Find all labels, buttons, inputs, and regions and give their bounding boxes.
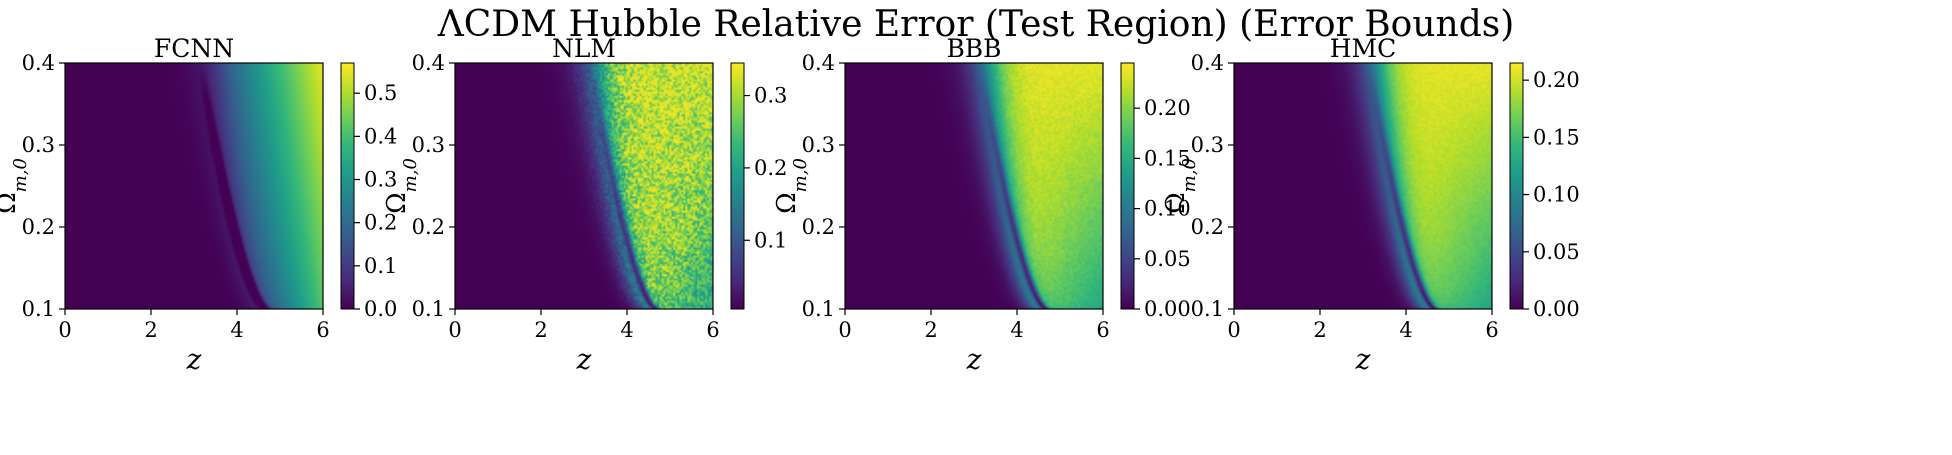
colorbar-tick-label: 0.05: [1533, 240, 1580, 264]
x-tick-label: 2: [534, 318, 547, 342]
x-tick-label: 4: [1399, 318, 1412, 342]
y-tick-label: 0.3: [22, 133, 55, 157]
heatmap-image: [1234, 63, 1492, 309]
colorbar-tick-label: 0.3: [754, 84, 787, 108]
x-axis-label: z: [576, 343, 592, 376]
x-tick-label: 4: [620, 318, 633, 342]
y-tick-label: 0.3: [1191, 133, 1224, 157]
y-tick-label: 0.4: [1191, 51, 1224, 75]
x-axis-label: z: [966, 343, 982, 376]
panel-title: HMC: [1330, 34, 1397, 63]
colorbar: [730, 62, 745, 310]
colorbar-tick-label: 0.05: [1144, 247, 1191, 271]
x-tick-label: 0: [1227, 318, 1240, 342]
y-tick-label: 0.3: [412, 133, 445, 157]
x-tick-label: 2: [1313, 318, 1326, 342]
y-tick-label: 0.3: [802, 133, 835, 157]
panel-title: BBB: [946, 34, 1001, 63]
heatmap-image: [455, 63, 713, 309]
colorbar-tick-label: 0.4: [364, 124, 397, 148]
x-tick-label: 4: [1010, 318, 1023, 342]
y-tick-label: 0.1: [802, 297, 835, 321]
colorbar-tick-label: 0.10: [1144, 197, 1191, 221]
x-tick-label: 2: [924, 318, 937, 342]
heatmap-image: [65, 63, 323, 309]
y-tick-label: 0.2: [1191, 215, 1224, 239]
panel-title: NLM: [552, 34, 616, 63]
colorbar: [340, 62, 355, 310]
panel-title: FCNN: [154, 34, 234, 63]
plot-frame: [454, 62, 714, 310]
x-tick-label: 0: [58, 318, 71, 342]
x-tick-label: 6: [316, 318, 329, 342]
y-tick-label: 0.4: [22, 51, 55, 75]
colorbar-tick-label: 0.15: [1533, 125, 1580, 149]
plot-frame: [1233, 62, 1493, 310]
y-axis-label: Ωm,0: [0, 158, 31, 214]
x-tick-label: 6: [1485, 318, 1498, 342]
x-tick-label: 0: [448, 318, 461, 342]
colorbar-tick-label: 0.2: [754, 156, 787, 180]
y-tick-label: 0.1: [412, 297, 445, 321]
plot-frame: [844, 62, 1104, 310]
y-tick-label: 0.2: [802, 215, 835, 239]
y-tick-label: 0.4: [802, 51, 835, 75]
colorbar-tick-label: 0.00: [1533, 297, 1580, 321]
y-tick-label: 0.1: [1191, 297, 1224, 321]
colorbar: [1509, 62, 1524, 310]
figure-title: ΛCDM Hubble Relative Error (Test Region)…: [437, 4, 1515, 45]
y-tick-label: 0.2: [22, 215, 55, 239]
x-tick-label: 4: [230, 318, 243, 342]
colorbar-tick-label: 0.0: [364, 297, 397, 321]
colorbar-tick-label: 0.1: [754, 228, 787, 252]
x-tick-label: 6: [1096, 318, 1109, 342]
heatmap-image: [845, 63, 1103, 309]
x-axis-label: z: [1355, 343, 1371, 376]
y-tick-label: 0.2: [412, 215, 445, 239]
colorbar: [1120, 62, 1135, 310]
x-tick-label: 2: [144, 318, 157, 342]
colorbar-tick-label: 0.10: [1533, 183, 1580, 207]
y-tick-label: 0.4: [412, 51, 445, 75]
x-tick-label: 0: [838, 318, 851, 342]
colorbar-tick-label: 0.3: [364, 168, 397, 192]
colorbar-tick-label: 0.2: [364, 211, 397, 235]
x-tick-label: 6: [706, 318, 719, 342]
colorbar-tick-label: 0.5: [364, 81, 397, 105]
y-tick-label: 0.1: [22, 297, 55, 321]
heatmap-panel-fcnn: FCNN 0 2 4 6 0.1 0.2 0.3 0.4 z Ωm,0 0.0 0.1 0.2 0.3 0.4…: [0, 34, 397, 376]
colorbar-tick-label: 0.20: [1533, 68, 1580, 92]
x-axis-label: z: [186, 343, 202, 376]
colorbar-tick-label: 0.15: [1144, 146, 1191, 170]
colorbar-tick-label: 0.1: [364, 254, 397, 278]
plot-frame: [64, 62, 324, 310]
colorbar-tick-label: 0.00: [1144, 297, 1191, 321]
colorbar-tick-label: 0.20: [1144, 96, 1191, 120]
